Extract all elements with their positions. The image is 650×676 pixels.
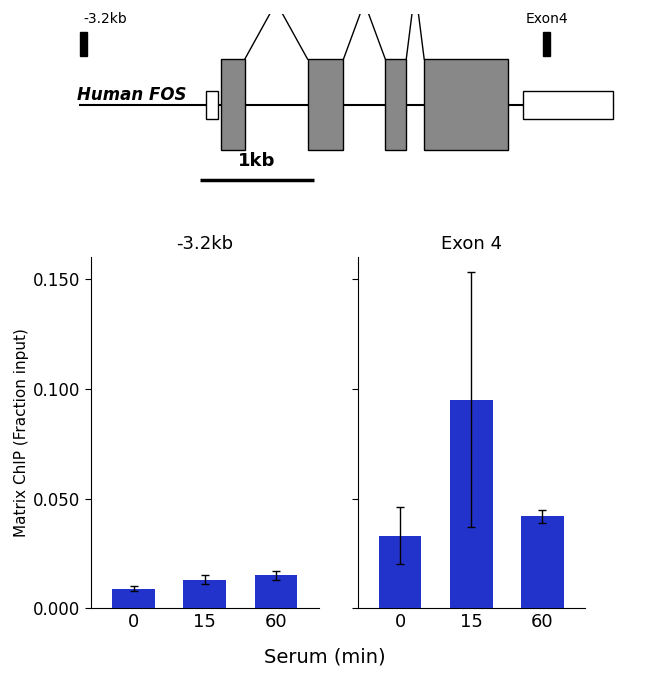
Text: Exon4: Exon4	[525, 11, 568, 26]
Text: Serum (min): Serum (min)	[264, 648, 386, 667]
Title: Exon 4: Exon 4	[441, 235, 502, 253]
Bar	[385, 59, 406, 150]
Bar	[112, 589, 155, 608]
Bar	[307, 59, 343, 150]
Bar	[379, 536, 421, 608]
Bar	[255, 575, 297, 608]
Bar	[450, 400, 493, 608]
Text: -3.2kb: -3.2kb	[83, 11, 127, 26]
Bar	[424, 59, 508, 150]
Bar	[80, 32, 87, 56]
Text: Human FOS: Human FOS	[77, 86, 187, 103]
Title: -3.2kb: -3.2kb	[176, 235, 233, 253]
Bar	[523, 91, 612, 119]
Bar	[221, 59, 245, 150]
Bar	[183, 580, 226, 608]
Bar	[206, 91, 218, 119]
Bar	[543, 32, 551, 56]
Bar	[521, 516, 564, 608]
Text: 1kb: 1kb	[238, 151, 276, 170]
Y-axis label: Matrix ChIP (Fraction input): Matrix ChIP (Fraction input)	[14, 329, 29, 537]
